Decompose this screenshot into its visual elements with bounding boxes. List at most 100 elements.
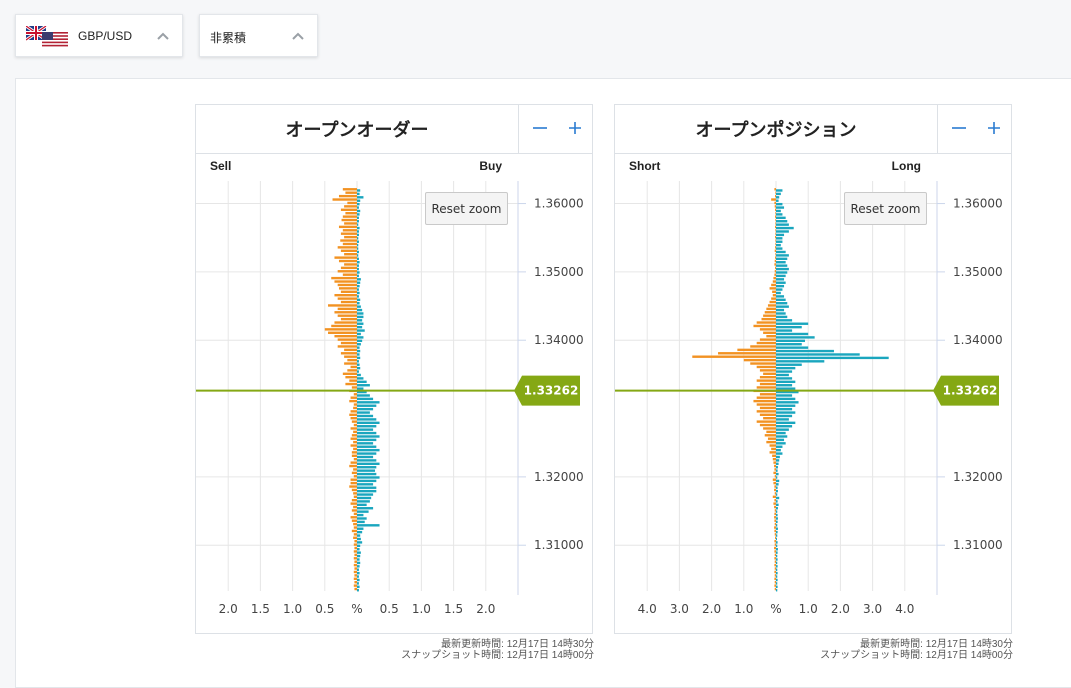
bar-sell [353,495,357,498]
bar-buy [357,288,359,291]
bar-sell [344,253,357,256]
bar-buy [357,561,361,565]
bar-buy [357,349,361,353]
bar-buy [357,336,364,339]
bar-short [774,574,776,577]
bar-sell [345,191,357,194]
bar-short [775,191,776,194]
bar-long [776,589,778,592]
bar-long [776,380,796,384]
bar-short [773,481,776,485]
y-tick-label: 1.32000 [534,470,584,484]
bar-buy [357,530,363,534]
bar-long [776,233,785,237]
bar-long [776,568,778,571]
orders-chart[interactable]: 1.36000 1.35000 1.34000 1.32000 1.31000 2.0 1.… [196,105,592,633]
snapshot-time: スナップショット時間: 12月17日 14時00分 [401,650,594,661]
bar-sell [347,358,357,362]
bar-sell [344,235,357,239]
bar-buy [357,216,359,220]
bar-sell [354,567,357,570]
bar-long [776,284,785,288]
zoom-in-icon[interactable] [983,117,1005,139]
bar-short [774,526,776,529]
bar-buy [357,466,377,469]
bar-long [776,384,793,387]
bar-long [776,534,778,537]
bar-long [776,199,779,202]
bar-sell [342,229,357,232]
bar-short [766,307,776,311]
bar-long [776,312,786,315]
positions-chart[interactable]: 1.36000 1.35000 1.34000 1.32000 1.31000 4.0 3.… [615,105,1011,633]
bar-long [776,363,802,366]
bar-sell [351,451,357,454]
bar-short [771,297,776,300]
bar-long [776,554,778,558]
pair-selector[interactable]: GBP/USD [15,14,183,57]
bar-buy [357,448,380,452]
zoom-in-icon[interactable] [564,117,586,139]
bar-buy [357,319,363,322]
bar-long [776,558,778,561]
bar-sell [354,560,357,563]
bar-long [776,192,781,196]
bar-short [769,287,776,290]
bar-sell [347,369,357,372]
bar-short [759,338,776,341]
bar-short [774,570,776,574]
bar-short [774,581,776,584]
orders-meta: 最新更新時間: 12月17日 14時30分 スナップショット時間: 12月17日… [300,639,594,661]
bar-short [772,294,776,297]
bar-sell [353,406,357,410]
mode-selector[interactable]: 非累積 [199,14,318,57]
bar-sell [338,259,357,263]
bar-buy [357,452,377,455]
bar-short [775,266,776,270]
bar-buy [357,534,361,537]
bar-buy [357,438,377,442]
bar-short [761,317,776,321]
bar-buy [357,209,361,213]
bar-buy [357,250,359,254]
bar-buy [357,261,360,264]
reset-zoom-button[interactable]: Reset zoom [844,192,927,225]
bar-short [772,478,776,481]
bar-sell [331,276,357,280]
bar-sell [340,249,357,252]
bar-short [759,376,776,379]
bar-short [756,410,776,413]
chevron-up-icon [157,32,169,40]
bar-short [774,505,776,509]
zoom-out-icon[interactable] [529,117,551,139]
bar-sell [353,557,357,560]
zoom-out-icon[interactable] [948,117,970,139]
bar-sell [337,297,357,300]
reset-zoom-button[interactable]: Reset zoom [425,192,508,225]
panel-title: オープンポジション [695,120,857,140]
bar-buy [357,469,376,472]
bar-long [776,455,780,459]
bar-short [774,553,776,557]
bar-long [776,196,780,199]
bar-buy [357,568,359,571]
bar-sell [340,232,357,235]
bar-short [775,215,776,218]
bar-sell [344,348,357,352]
bar-sell [353,423,357,427]
bar-buy [357,240,359,243]
bar-short [763,427,776,430]
bar-buy [357,267,359,271]
bar-buy [357,223,359,226]
bar-sell [350,502,357,505]
bar-short [759,393,776,396]
bar-short [775,235,776,239]
y-tick-label: 1.34000 [534,333,584,347]
bar-sell [337,314,357,317]
bar-sell [349,464,357,468]
bar-long [776,578,778,582]
bar-buy [357,507,374,510]
bar-long [776,254,789,257]
bar-sell [331,324,357,328]
bar-short [774,464,776,468]
